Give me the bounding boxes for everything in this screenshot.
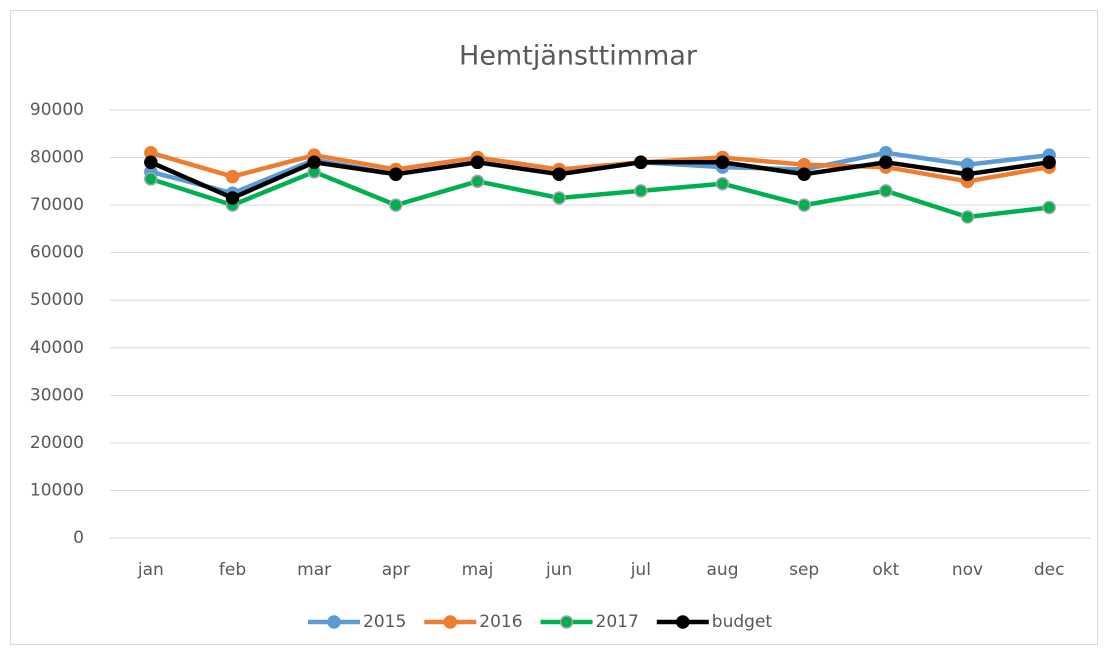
point: [960, 210, 975, 224]
x-tick-label: sep: [789, 560, 819, 580]
point: [797, 198, 811, 212]
y-tick-label: 60000: [30, 243, 84, 263]
x-tick-label: okt: [872, 560, 899, 580]
chart-border: [10, 10, 1098, 645]
x-tick-label: nov: [952, 560, 983, 580]
chart-title: Hemtjänsttimmar: [459, 41, 698, 72]
x-tick-label: apr: [382, 560, 410, 580]
point: [715, 155, 730, 170]
point: [634, 184, 648, 198]
series-line: [150, 150, 1050, 184]
point: [225, 191, 240, 205]
point: [1042, 155, 1056, 170]
point: [144, 155, 158, 170]
point: [634, 155, 648, 170]
y-tick-label: 40000: [30, 338, 84, 358]
x-tick-label: aug: [707, 560, 739, 580]
y-tick-label: 90000: [30, 100, 84, 120]
y-tick-label: 20000: [30, 433, 84, 453]
legend-label: 2017: [596, 612, 639, 632]
legend-marker: [559, 615, 574, 629]
point: [715, 176, 730, 191]
legend-label: 2015: [363, 612, 406, 632]
point: [144, 172, 158, 186]
legend-marker: [676, 615, 690, 629]
point: [879, 184, 893, 198]
y-tick-label: 70000: [30, 195, 84, 215]
point: [389, 198, 403, 212]
point: [960, 167, 975, 181]
point: [307, 155, 321, 170]
point: [470, 155, 485, 170]
point: [552, 191, 566, 205]
y-tick-label: 10000: [30, 480, 84, 500]
point: [470, 174, 485, 189]
point: [389, 167, 403, 181]
y-tick-label: 80000: [30, 148, 84, 168]
series-line: [149, 160, 1050, 201]
point: [797, 167, 811, 181]
point: [1042, 200, 1056, 215]
legend-label: budget: [712, 612, 773, 632]
legend-marker: [443, 615, 458, 629]
x-tick-label: dec: [1034, 560, 1065, 580]
x-tick-label: jan: [137, 560, 164, 580]
y-tick-label: 50000: [30, 290, 84, 310]
x-tick-label: feb: [219, 560, 246, 580]
legend-label: 2016: [479, 612, 522, 632]
x-tick-label: mar: [297, 560, 331, 580]
point: [879, 155, 893, 170]
x-tick-label: jun: [545, 560, 572, 580]
y-tick-label: 30000: [30, 385, 84, 405]
legend-marker: [327, 615, 341, 629]
x-tick-label: jul: [630, 560, 651, 580]
x-tick-label: maj: [462, 560, 494, 580]
y-tick-label: 0: [73, 528, 84, 548]
point: [552, 167, 566, 181]
series-line: [150, 169, 1050, 220]
point: [225, 169, 240, 184]
